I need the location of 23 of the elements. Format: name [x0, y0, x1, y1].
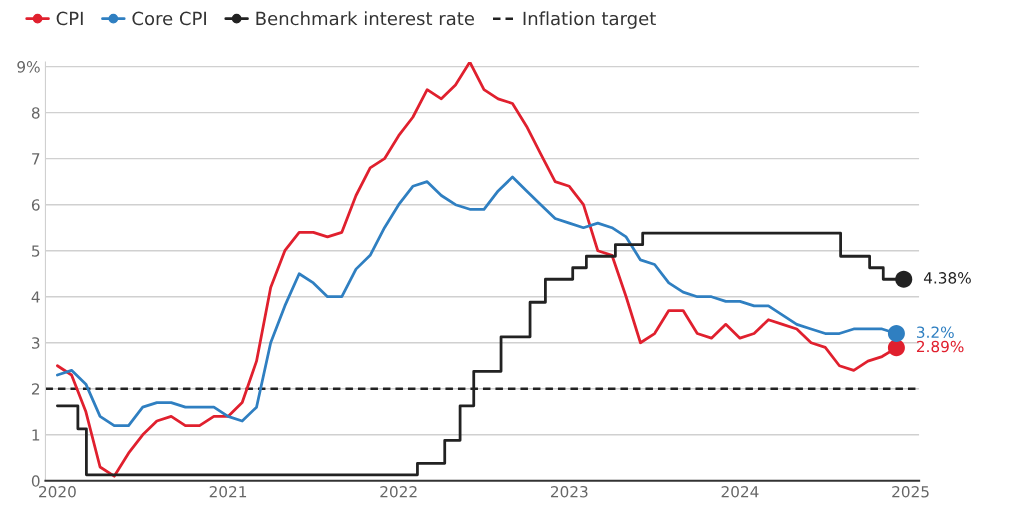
y-tick-label: 3	[32, 337, 40, 349]
legend-label: Core CPI	[132, 11, 206, 26]
x-tick-label: 2025	[892, 485, 929, 498]
x-tick-label: 2023	[550, 485, 588, 498]
x-tick-label: 2024	[721, 485, 759, 498]
y-tick-label: 5	[32, 245, 40, 257]
y-tick-label: 2	[31, 383, 40, 395]
x-tick-label: 2022	[380, 485, 417, 498]
y-tick-label: 8	[31, 107, 40, 119]
annotation: 2.89%	[916, 340, 964, 353]
legend-label: CPI	[56, 11, 83, 26]
y-tick-label: 9%	[17, 61, 40, 73]
legend-label: Inflation target	[523, 11, 656, 29]
y-tick-label: 0	[31, 475, 40, 487]
legend-label: Benchmark interest rate	[256, 11, 474, 26]
annotation: 3.2%	[917, 326, 954, 338]
text: 4.38%	[923, 272, 971, 284]
x-tick-label: 2021	[209, 485, 247, 498]
y-tick-label: 4	[31, 291, 40, 303]
y-tick-label: 6	[31, 199, 40, 211]
x-tick-label: 2020	[39, 485, 76, 498]
y-tick-label: 7	[32, 153, 40, 165]
y-tick-label: 1	[32, 429, 40, 441]
